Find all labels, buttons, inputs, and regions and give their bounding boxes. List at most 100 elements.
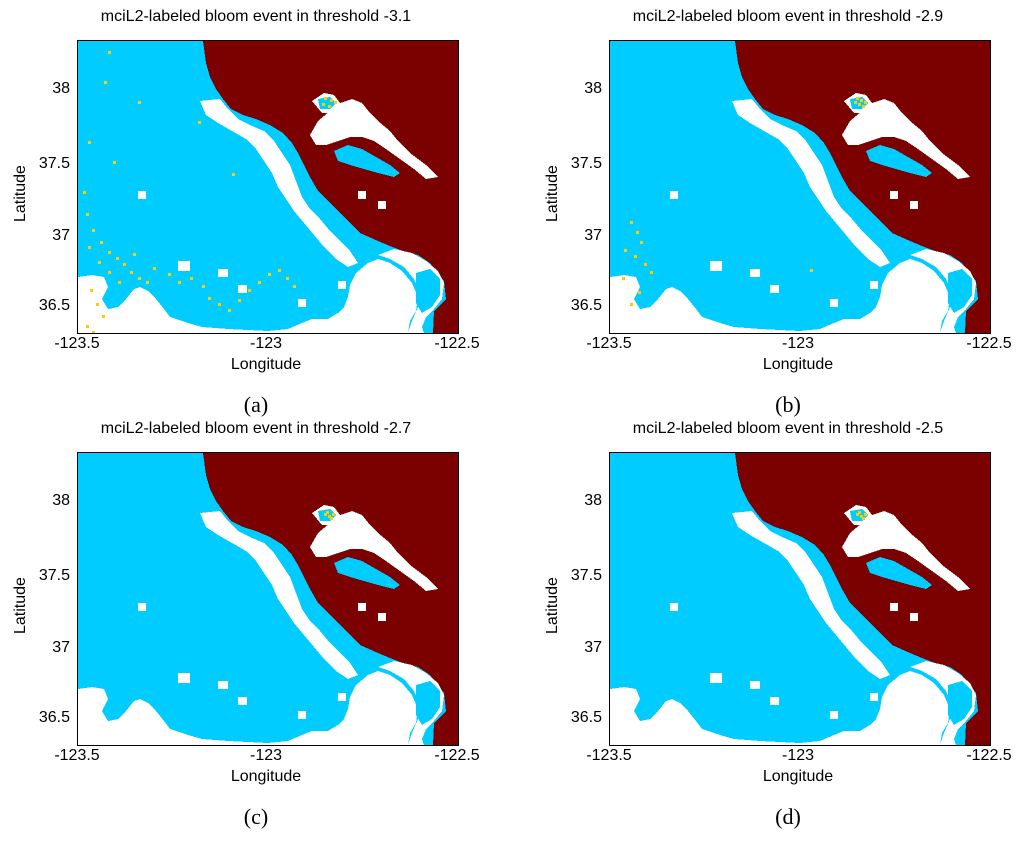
panel-a: mciL2-labeled bloom event in threshold -… <box>0 0 512 424</box>
bloom-pixel <box>138 101 141 104</box>
bloom-pixel <box>328 105 331 108</box>
bloom-pixel <box>96 303 99 306</box>
nodata-pixel <box>750 681 760 689</box>
bloom-pixel <box>123 263 126 266</box>
bay-water <box>948 269 972 313</box>
y-tick-label: 37.5 <box>38 155 70 172</box>
bloom-pixel <box>86 213 89 216</box>
coastal-nodata <box>78 259 418 333</box>
bloom-pixel <box>860 515 863 518</box>
bloom-pixel <box>133 253 136 256</box>
x-tick-label: -122.5 <box>434 747 480 764</box>
bay-water <box>416 681 440 725</box>
y-tick-label: 38 <box>584 492 602 509</box>
y-tick-label: 37.5 <box>570 567 602 584</box>
bay-water <box>334 557 400 589</box>
bloom-pixel <box>138 277 141 280</box>
bloom-pixel <box>248 289 251 292</box>
y-tick-label: 36.5 <box>38 709 70 726</box>
nodata-pixel <box>138 191 146 199</box>
nodata-pixel <box>338 693 346 701</box>
nodata-pixel <box>670 191 678 199</box>
panel-title: mciL2-labeled bloom event in threshold -… <box>632 420 944 437</box>
bloom-pixel <box>638 291 641 294</box>
y-tick-label: 36.5 <box>38 297 70 314</box>
coastal-nodata <box>732 99 890 267</box>
bloom-pixel <box>268 273 271 276</box>
bloom-pixel <box>228 309 231 312</box>
nodata-pixel <box>910 201 918 209</box>
map-canvas <box>78 41 458 333</box>
bloom-pixel <box>862 517 865 520</box>
panel-label: (c) <box>243 804 269 829</box>
land-area <box>203 41 458 333</box>
nodata-pixel <box>830 299 838 307</box>
nodata-pixel <box>338 281 346 289</box>
nodata-pixel <box>238 285 247 293</box>
bloom-pixel <box>98 261 101 264</box>
nodata-pixel <box>138 603 146 611</box>
nodata-pixel <box>670 603 678 611</box>
nodata-pixel <box>298 299 306 307</box>
coastal-nodata <box>200 99 358 267</box>
y-tick-label: 38 <box>52 492 70 509</box>
x-tick-label: -123 <box>249 335 283 352</box>
bloom-pixel <box>328 515 331 518</box>
nodata-pixel <box>870 281 878 289</box>
bloom-pixel <box>862 105 865 108</box>
bloom-pixel <box>644 263 647 266</box>
bloom-pixel <box>153 267 156 270</box>
nodata-pixel <box>378 613 386 621</box>
map-canvas <box>610 453 990 745</box>
panel-title: mciL2-labeled bloom event in threshold -… <box>100 420 412 437</box>
land-area <box>735 453 990 745</box>
bloom-pixel <box>856 513 859 516</box>
x-tick-label: -122.5 <box>434 335 480 352</box>
bloom-pixel <box>88 246 91 249</box>
y-tick-label: 38 <box>52 80 70 97</box>
map-plot <box>77 452 459 746</box>
x-axis-label: Longitude <box>230 356 302 373</box>
bloom-pixel <box>108 271 111 274</box>
bloom-pixel <box>218 303 221 306</box>
nodata-pixel <box>890 191 898 199</box>
nodata-pixel <box>710 673 722 683</box>
y-axis-label: Latitude <box>12 577 29 634</box>
bloom-pixel <box>864 513 867 516</box>
y-tick-label: 37 <box>584 227 602 244</box>
map-canvas <box>78 453 458 745</box>
nodata-pixel <box>238 697 247 705</box>
bloom-pixel <box>92 229 95 232</box>
coastal-nodata <box>78 671 418 745</box>
bloom-pixel <box>92 331 95 333</box>
panel-b: mciL2-labeled bloom event in threshold -… <box>532 0 1024 424</box>
bloom-pixel <box>332 513 335 516</box>
bloom-pixel <box>630 303 633 306</box>
bloom-pixel <box>856 97 859 100</box>
bloom-pixel <box>208 297 211 300</box>
nodata-pixel <box>710 261 722 271</box>
coastal-nodata <box>610 671 950 745</box>
bloom-pixel <box>630 221 633 224</box>
bloom-pixel <box>116 257 119 260</box>
y-axis-label: Latitude <box>12 165 29 222</box>
nodata-pixel <box>358 191 366 199</box>
bloom-pixel <box>286 277 289 280</box>
x-tick-label: -123.5 <box>586 747 632 764</box>
x-axis-label: Longitude <box>762 768 834 785</box>
bloom-pixel <box>202 285 205 288</box>
bay-nodata <box>842 99 970 179</box>
bloom-pixel <box>178 281 181 284</box>
x-tick-label: -123 <box>249 747 283 764</box>
y-tick-label: 38 <box>584 80 602 97</box>
x-tick-label: -123.5 <box>586 335 632 352</box>
bloom-pixel <box>130 271 133 274</box>
bloom-pixel <box>104 81 107 84</box>
bloom-pixel <box>232 173 235 176</box>
x-tick-label: -123.5 <box>54 335 100 352</box>
bay-water <box>334 145 400 177</box>
bloom-pixel <box>190 277 193 280</box>
x-axis-label: Longitude <box>762 356 834 373</box>
y-axis-label: Latitude <box>544 165 561 222</box>
bloom-pixel <box>113 161 116 164</box>
